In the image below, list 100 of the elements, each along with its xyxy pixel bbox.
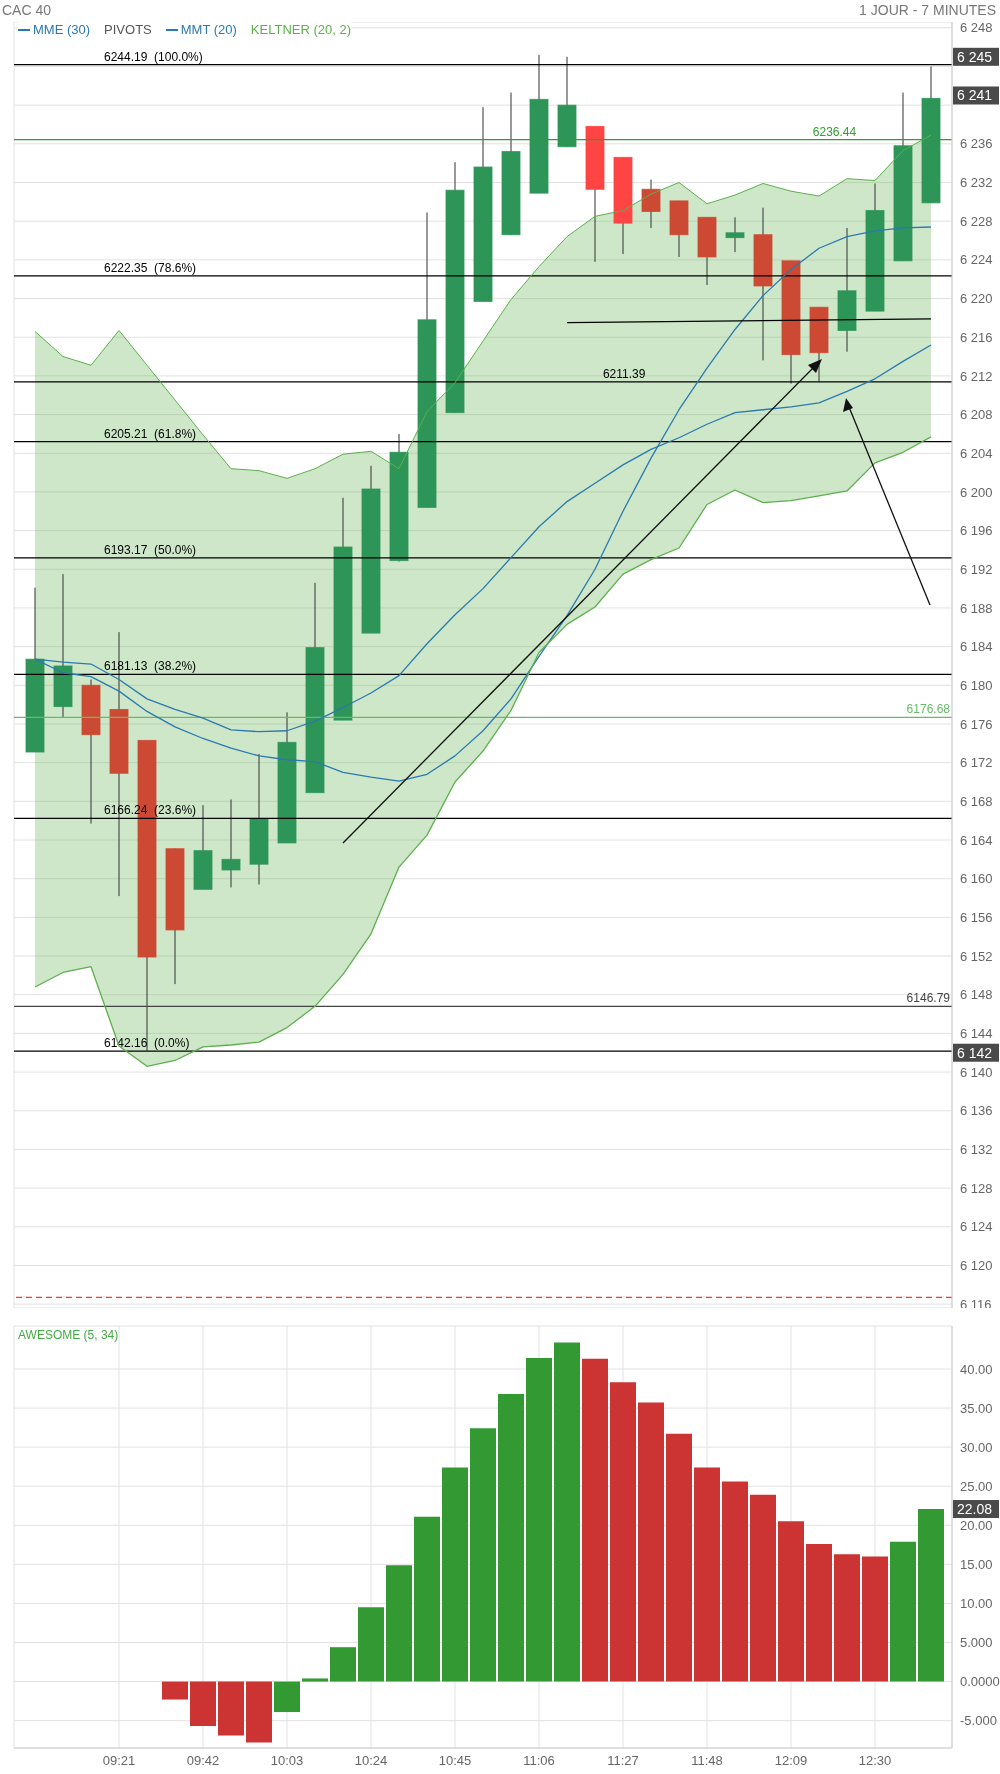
y-tick-label: 6 164 (960, 832, 993, 848)
bar (274, 1681, 300, 1713)
bar (862, 1556, 888, 1682)
text: 6 245 (957, 48, 993, 65)
bar (162, 1681, 188, 1700)
x-tick-label: 10:03 (270, 1753, 304, 1769)
text: 6 142 (957, 1044, 993, 1061)
bar (218, 1681, 244, 1736)
ref-line-label: 6211.39 (602, 366, 646, 381)
ref-line-label: 6142.16 (0.0%) (104, 1036, 190, 1051)
y-tick-label: 6 180 (960, 677, 993, 693)
ref-line-label: 6222.35 (78.6%) (104, 260, 197, 275)
annotation: PIVOTS (104, 22, 152, 37)
y-tick-label: 6 120 (960, 1258, 993, 1274)
y-tick-label: 6 144 (960, 1026, 993, 1042)
y-tick-label: 5.000 (960, 1635, 993, 1651)
y-tick-label: 6 156 (960, 909, 993, 925)
ref-line-label: 6193.17 (50.0%) (104, 542, 197, 557)
bar (190, 1681, 216, 1727)
y-tick-label: 6 140 (960, 1064, 993, 1080)
bar (526, 1358, 552, 1682)
ref-line-label: 6244.19 (100.0%) (104, 49, 203, 64)
x-tick-label: 11:27 (607, 1753, 639, 1769)
y-tick-label: 6 136 (960, 1103, 993, 1119)
bar (610, 1382, 636, 1682)
bar (470, 1428, 496, 1682)
y-tick-label: 6 152 (960, 948, 993, 964)
text: 6 241 (957, 87, 993, 104)
x-tick-label: 10:45 (438, 1753, 472, 1769)
y-tick-label: 6 188 (960, 600, 993, 616)
bar (778, 1521, 804, 1682)
bar (302, 1678, 328, 1682)
bar (330, 1647, 356, 1682)
x-tick-label: 11:06 (523, 1753, 555, 1769)
bar (442, 1467, 468, 1682)
text: 22.08 (957, 1501, 993, 1518)
chart-subtitle: 1 JOUR - 7 MINUTES (859, 2, 996, 18)
x-tick-label: 12:09 (774, 1753, 808, 1769)
y-tick-label: 6 176 (960, 716, 993, 732)
ref-line-label: 6146.79 (906, 991, 951, 1006)
chart-title: AWESOME (5, 34) (18, 1328, 119, 1342)
bar (638, 1402, 664, 1682)
ref-line-label: 6176.68 (906, 702, 951, 717)
y-tick-label: 6 196 (960, 523, 993, 539)
y-tick-label: 6 204 (960, 445, 993, 461)
ref-line-label: 6205.21 (61.8%) (104, 426, 197, 441)
x-tick-label: 10:24 (354, 1753, 388, 1769)
y-tick-label: 6 216 (960, 329, 993, 345)
bar (918, 1509, 944, 1682)
y-tick-label: 6 212 (960, 368, 993, 384)
y-tick-label: 6 232 (960, 175, 993, 191)
y-tick-label: 6 200 (960, 484, 993, 500)
y-tick-label: 10.00 (960, 1596, 993, 1612)
candlestick (641, 179, 661, 229)
bar (358, 1607, 384, 1682)
y-tick-label: 6 116 (960, 1296, 992, 1312)
y-tick-label: 20.00 (960, 1517, 993, 1533)
bar (890, 1541, 916, 1682)
bar (750, 1494, 776, 1682)
bar (666, 1433, 692, 1682)
y-tick-label: 6 224 (960, 252, 993, 268)
legend-label: MME (30) (32, 22, 91, 37)
y-tick-label: 6 184 (960, 639, 993, 655)
y-tick-label: 6 228 (960, 213, 993, 229)
y-tick-label: 35.00 (960, 1400, 993, 1416)
y-tick-label: 6 208 (960, 407, 993, 423)
bar (414, 1516, 440, 1682)
bar (386, 1565, 412, 1682)
y-tick-label: 6 128 (960, 1180, 993, 1196)
y-tick-label: 6 236 (960, 136, 993, 152)
y-tick-label: 6 124 (960, 1219, 993, 1235)
y-tick-label: 6 168 (960, 793, 993, 809)
y-tick-label: 25.00 (960, 1478, 993, 1494)
y-tick-label: 6 148 (960, 987, 993, 1003)
bar (722, 1481, 748, 1682)
y-tick-label: 6 172 (960, 755, 993, 771)
bar (498, 1393, 524, 1682)
y-tick-label: 40.00 (960, 1361, 993, 1377)
y-tick-label: 6 132 (960, 1142, 993, 1158)
ref-line-label: 6236.44 (812, 124, 857, 139)
text: KELTNER (20, 2) (250, 22, 352, 37)
y-tick-label: 15.00 (960, 1556, 993, 1572)
x-tick-label: 09:21 (102, 1753, 136, 1769)
x-tick-label: 09:42 (186, 1753, 220, 1769)
legend-label: MMT (20) (179, 22, 237, 37)
bar (246, 1681, 272, 1743)
candlestick (221, 798, 241, 888)
x-tick-label: 12:30 (858, 1753, 892, 1769)
bar (806, 1544, 832, 1682)
ref-line-label: 6181.13 (38.2%) (104, 659, 197, 674)
y-tick-label: 6 192 (960, 561, 993, 577)
bar (554, 1342, 580, 1682)
candlestick (725, 216, 745, 253)
line-series (34, 134, 932, 479)
x-tick-label: 11:48 (691, 1753, 723, 1769)
y-tick-label: 6 160 (960, 871, 993, 887)
chart-title: CAC 40 (2, 2, 52, 18)
bar (582, 1358, 608, 1682)
y-tick-label: 6 220 (960, 291, 993, 307)
y-tick-label: -5.000 (960, 1713, 997, 1729)
